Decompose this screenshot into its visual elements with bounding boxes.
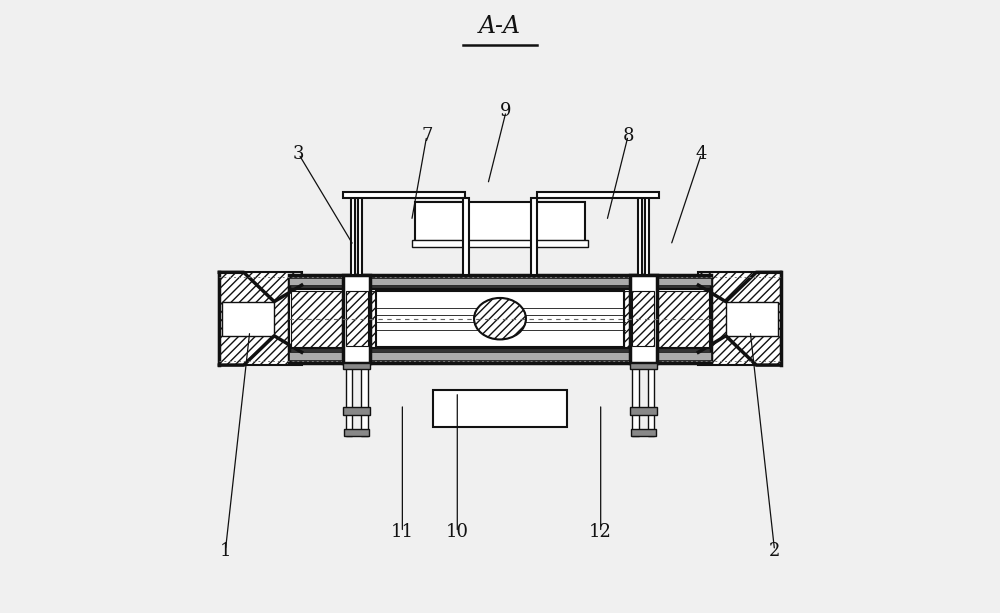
Bar — [630, 363, 657, 369]
Bar — [412, 240, 588, 247]
Text: A-A: A-A — [479, 15, 521, 38]
Bar — [344, 428, 369, 436]
Bar — [531, 199, 537, 275]
Ellipse shape — [474, 298, 526, 340]
Text: 11: 11 — [391, 524, 414, 541]
Bar — [346, 291, 368, 346]
Bar — [645, 196, 649, 275]
Bar — [433, 390, 567, 427]
Text: 12: 12 — [589, 524, 612, 541]
Bar — [624, 291, 709, 347]
Bar — [346, 363, 352, 436]
Bar — [630, 275, 657, 363]
Bar — [463, 199, 469, 275]
Text: 1: 1 — [220, 542, 231, 560]
Bar — [289, 275, 711, 363]
Bar — [358, 196, 362, 275]
Bar — [415, 202, 585, 241]
Bar — [291, 291, 376, 347]
Text: 3: 3 — [293, 145, 304, 163]
Bar — [638, 196, 642, 275]
Bar — [219, 272, 302, 365]
Bar — [289, 352, 711, 360]
Bar — [657, 291, 698, 346]
Text: 10: 10 — [446, 524, 469, 541]
Bar — [632, 363, 639, 436]
Bar — [289, 278, 711, 285]
Bar — [630, 407, 657, 414]
Bar — [289, 289, 711, 348]
Bar — [631, 428, 656, 436]
Text: 2: 2 — [769, 542, 780, 560]
Bar — [537, 192, 659, 199]
Bar — [302, 291, 343, 346]
Text: 4: 4 — [696, 145, 707, 163]
Bar — [376, 291, 624, 347]
Text: 8: 8 — [622, 127, 634, 145]
Text: 7: 7 — [421, 127, 432, 145]
Bar — [351, 196, 355, 275]
Bar — [343, 192, 465, 199]
Bar — [222, 302, 274, 336]
Bar — [343, 363, 370, 369]
Bar — [632, 291, 654, 346]
Bar — [361, 363, 368, 436]
Bar — [698, 272, 781, 365]
Bar — [343, 275, 370, 363]
Bar — [648, 363, 654, 436]
Bar — [726, 302, 778, 336]
Text: 9: 9 — [500, 102, 512, 120]
Bar — [343, 407, 370, 414]
